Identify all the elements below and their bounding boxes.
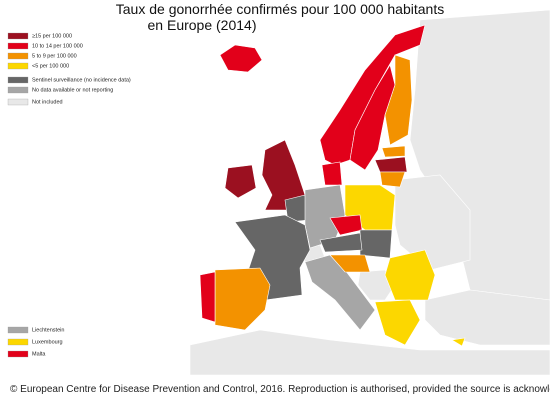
small-states-legend: Liechtenstein Luxembourg Malta — [7, 326, 64, 358]
romania-bulgaria — [384, 249, 436, 301]
latvia — [374, 156, 408, 173]
spain — [214, 267, 271, 331]
title-line: en Europe (2014) — [148, 17, 257, 33]
lithuania — [379, 171, 406, 188]
legend-swatch — [7, 98, 29, 106]
austria — [319, 232, 363, 253]
legend-swatch — [7, 350, 29, 358]
slovakia-hungary — [359, 229, 393, 259]
legend: ≥15 per 100 000 10 to 14 per 100 000 5 to … — [7, 32, 131, 106]
legend-swatch — [7, 62, 29, 70]
legend-swatch — [7, 86, 29, 94]
footer: © European Centre for Disease Prevention… — [10, 384, 550, 395]
legend-label: 10 to 14 per 100 000 — [32, 43, 83, 49]
legend-swatch — [7, 32, 29, 40]
turkey — [424, 289, 550, 346]
legend-label: No data available or not reporting — [32, 87, 113, 93]
estonia — [381, 145, 406, 158]
belarus-ukraine — [394, 174, 471, 271]
legend-swatch — [7, 338, 29, 346]
portugal — [199, 271, 216, 323]
north-africa — [189, 329, 550, 376]
legend-swatch — [7, 52, 29, 60]
croatia-slovenia — [329, 254, 371, 273]
ireland — [224, 164, 257, 199]
title-line: Taux de gonorrhée confirmés pour 100 000… — [116, 1, 444, 17]
denmark — [321, 161, 343, 186]
legend-swatch — [7, 42, 29, 50]
legend-label: Liechtenstein — [32, 327, 64, 333]
iceland — [219, 44, 263, 73]
legend-label: <5 per 100 000 — [32, 63, 69, 69]
legend-label: 5 to 9 per 100 000 — [32, 53, 77, 59]
greece — [374, 299, 421, 346]
legend-label: Luxembourg — [32, 339, 63, 345]
legend-label: ≥15 per 100 000 — [32, 33, 72, 39]
finland — [384, 54, 413, 146]
cyprus — [451, 337, 466, 347]
legend-label: Malta — [32, 351, 46, 357]
legend-swatch — [7, 326, 29, 334]
map — [189, 9, 550, 376]
legend-label: Not included — [32, 99, 63, 105]
legend-label: Sentinel surveillance (no incidence data… — [32, 77, 131, 83]
legend-swatch — [7, 76, 29, 84]
